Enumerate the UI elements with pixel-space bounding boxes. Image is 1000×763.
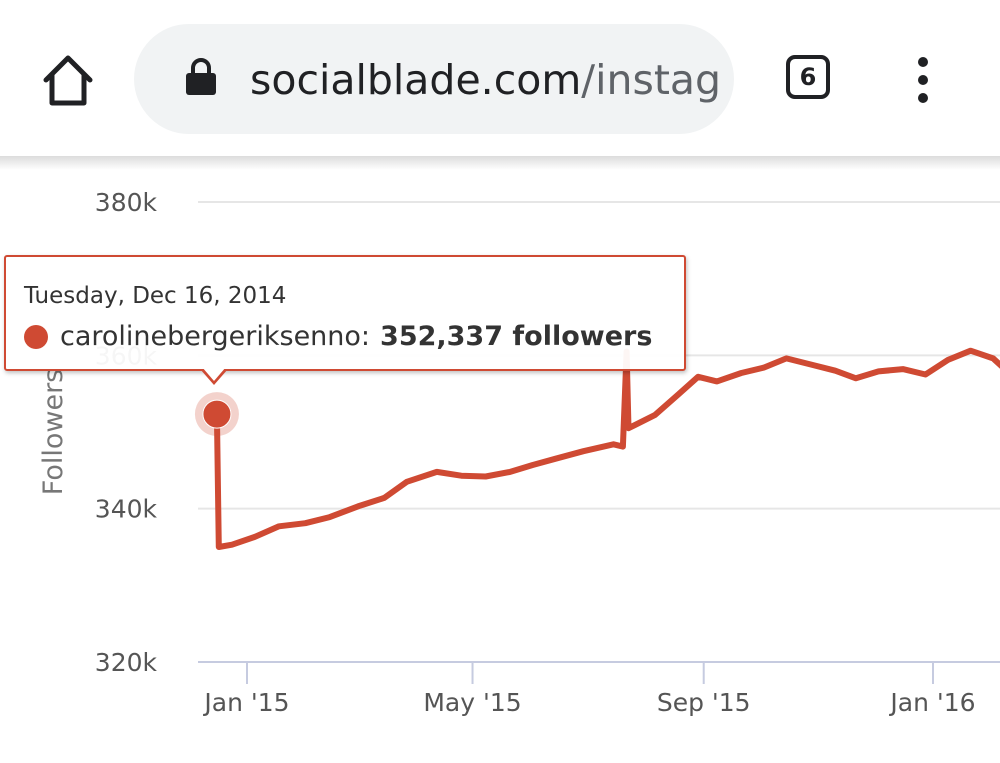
tooltip-date: Tuesday, Dec 16, 2014 [24, 283, 287, 309]
browser-toolbar: socialblade.com/instag 6 [0, 0, 1000, 156]
tab-count: 6 [799, 63, 817, 91]
tooltip-series-row: carolinebergeriksenno: 352,337 followers [24, 321, 652, 352]
url-text[interactable]: socialblade.com/instag [250, 52, 722, 108]
tooltip-value: 352,337 followers [380, 321, 653, 352]
x-axis: Jan '15 May '15 Sep '15 Jan '16 [202, 662, 976, 717]
chart-tooltip: Tuesday, Dec 16, 2014 carolinebergerikse… [4, 255, 686, 371]
y-axis-title: Followers [38, 369, 69, 495]
x-tick-label: Sep '15 [657, 688, 751, 717]
series-layer [194, 347, 1000, 550]
y-tick-label: 380k [95, 188, 158, 217]
url-path: /instag [581, 56, 722, 104]
x-tick-label: May '15 [423, 688, 521, 717]
tooltip-series-name: carolinebergeriksenno: [60, 321, 371, 352]
toolbar-shadow [0, 156, 1000, 170]
url-domain: socialblade.com [250, 56, 582, 104]
y-tick-label: 340k [95, 495, 158, 524]
series-line [213, 347, 1000, 550]
lock-icon [186, 58, 216, 95]
x-tick-label: Jan '16 [888, 688, 975, 717]
address-bar[interactable]: socialblade.com/instag [134, 24, 734, 134]
y-tick-label: 320k [95, 648, 158, 677]
tab-switcher-icon[interactable]: 6 [786, 55, 830, 99]
overflow-menu-icon[interactable] [905, 52, 941, 108]
highlighted-point [202, 399, 232, 429]
x-tick-label: Jan '15 [202, 688, 289, 717]
series-marker-icon [24, 324, 48, 349]
home-icon[interactable] [38, 52, 98, 108]
tooltip-pointer-fill [202, 367, 226, 381]
